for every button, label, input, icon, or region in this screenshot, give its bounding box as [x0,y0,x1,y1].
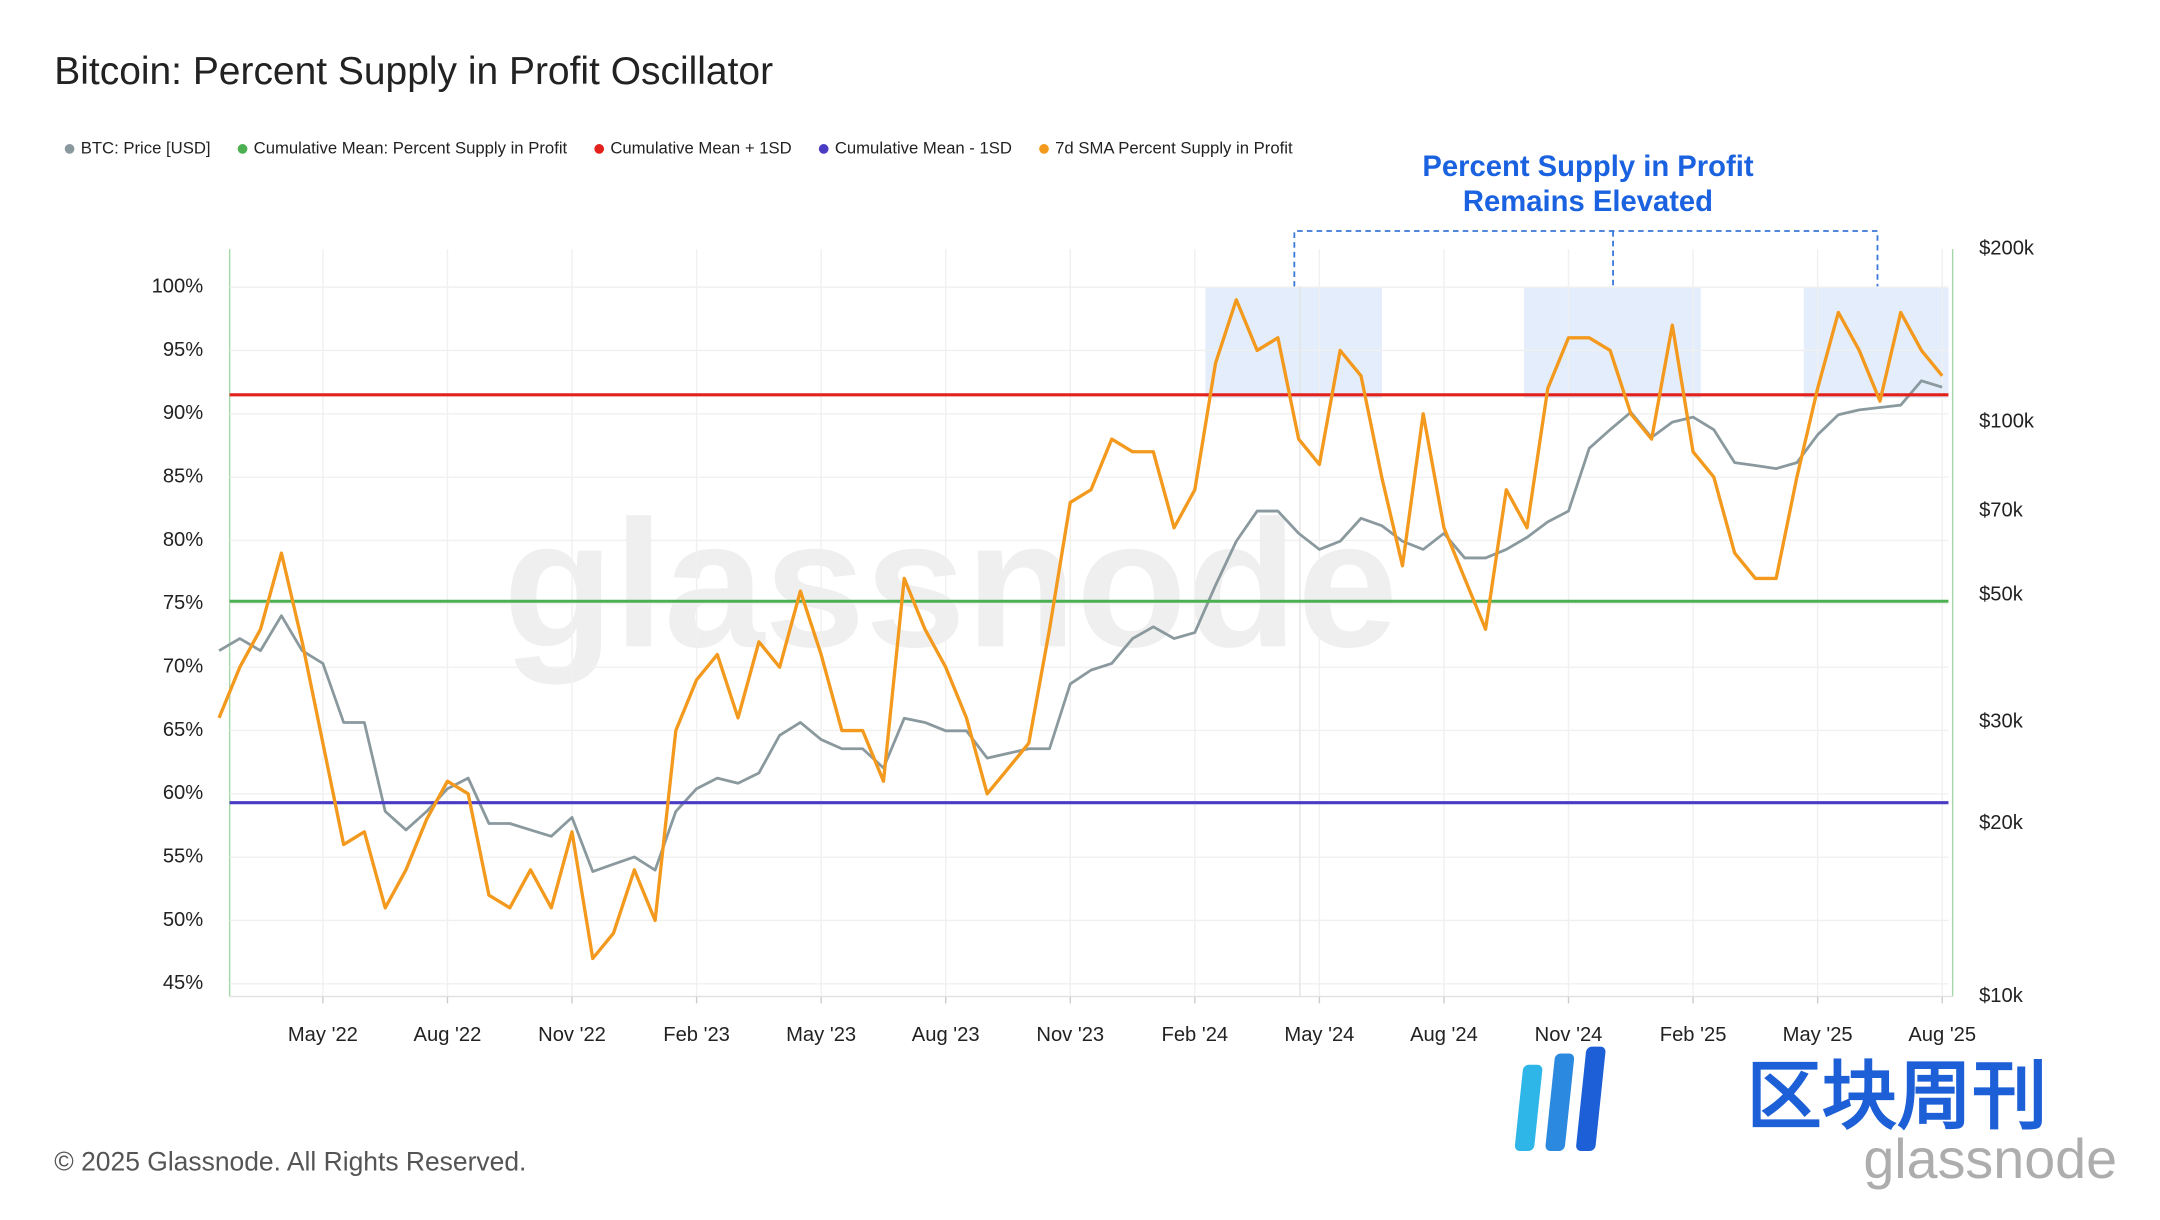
highlight-box [1523,286,1701,399]
y-tick-label: 90% [163,402,203,424]
x-tick-label: Nov '22 [538,1024,606,1046]
legend-label: Cumulative Mean: Percent Supply in Profi… [254,138,568,157]
y-tick-label: 100% [152,275,204,297]
x-tick-label: Aug '22 [414,1024,482,1046]
legend-label: Cumulative Mean + 1SD [610,138,791,157]
y-tick-label: 65% [163,719,203,741]
footer: © 2025 Glassnode. All Rights Reserved. [54,1146,526,1176]
x-tick-label: Feb '25 [1660,1024,1727,1046]
annotation: Percent Supply in Profit [1422,151,1753,183]
x-tick-label: May '22 [288,1024,358,1046]
x-tick-label: Nov '24 [1535,1024,1603,1046]
highlights [1205,230,1949,399]
x-tick-label: May '25 [1783,1024,1853,1046]
logo: 区块周刊 glassnode [1514,1046,2117,1190]
legend-marker [237,144,248,154]
y-tick-label: 75% [163,592,203,614]
x-tick-label: Aug '25 [1908,1024,1976,1046]
x-tick-label: Aug '24 [1410,1024,1478,1046]
y-tick-label: 55% [163,845,203,867]
y2-tick-label: $200k [1979,237,2035,259]
legend-label: Cumulative Mean - 1SD [835,138,1012,157]
logo-bar [1576,1046,1606,1151]
y2-tick-label: $50k [1979,583,2024,605]
logo-bar [1545,1053,1575,1151]
y-tick-label: 85% [163,465,203,487]
x-tick-label: May '24 [1284,1024,1354,1046]
y-tick-label: 45% [163,972,203,994]
x-tick-label: Feb '23 [663,1024,730,1046]
highlight-box [1205,286,1383,399]
y2-tick-label: $100k [1979,410,2035,432]
y-tick-label: 95% [163,339,203,361]
legend-marker [594,144,605,154]
series-line [217,298,1944,961]
logo-sub: glassnode [1863,1128,2117,1190]
legend-marker [818,144,829,154]
series-line [218,379,1943,873]
y-tick-label: 70% [163,655,203,677]
y2-tick-label: $20k [1979,812,2024,834]
highlight-box [1803,286,1949,399]
y-tick-label: 50% [163,909,203,931]
watermark: glassnode [503,483,1398,685]
legend-marker [64,144,75,154]
annotation: Remains Elevated [1463,186,1713,218]
chart-title: Bitcoin: Percent Supply in Profit Oscill… [54,50,773,93]
x-tick-label: Aug '23 [912,1024,980,1046]
x-tick-label: Feb '24 [1162,1024,1229,1046]
y2-tick-label: $70k [1979,499,2024,521]
y-tick-label: 80% [163,529,203,551]
logo-text: 区块周刊 [1747,1054,2048,1138]
annotation-bracket [1293,230,1879,287]
grid [228,249,1954,1004]
logo-bar [1514,1064,1543,1151]
legend-marker [1039,144,1049,154]
x-tick-label: Nov '23 [1036,1024,1104,1046]
x-tick-label: May '23 [786,1024,856,1046]
y-tick-label: 60% [163,782,203,804]
y2-tick-label: $30k [1979,711,2024,733]
legend-label: 7d SMA Percent Supply in Profit [1055,138,1293,157]
legend-label: BTC: Price [USD] [81,138,211,157]
y2-tick-label: $10k [1979,985,2024,1007]
